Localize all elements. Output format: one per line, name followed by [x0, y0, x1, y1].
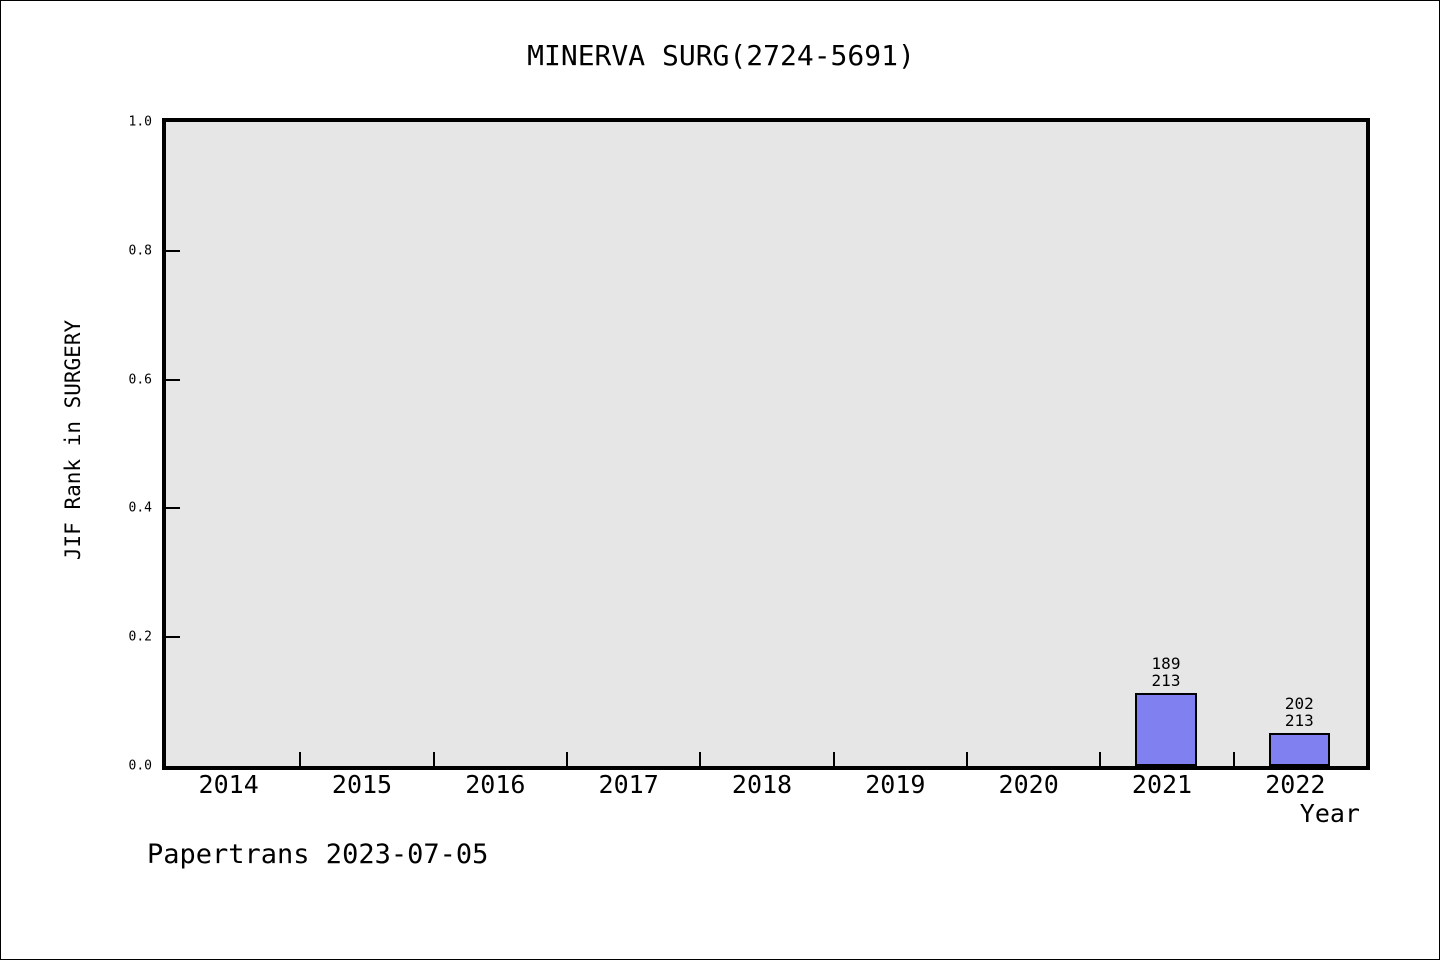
bar-value-label-line: 202 — [1284, 693, 1314, 713]
x-axis-tick-label: 2016 — [465, 770, 526, 799]
y-axis-tick-mark — [166, 507, 180, 510]
chart-title: MINERVA SURG(2724-5691) — [527, 39, 915, 72]
y-axis-tick-label: 0.2 — [128, 629, 152, 645]
plot-area: 0.0 0.2 0.4 0.6 0.8 1.0 189 213 202 213 — [129, 115, 1370, 774]
bar-value-label-line: 213 — [1151, 671, 1181, 691]
x-axis-tick-mark — [1232, 752, 1235, 766]
x-axis-tick-mark — [832, 752, 835, 766]
x-axis-tick-label: 2022 — [1265, 770, 1326, 799]
x-axis-tick-label: 2015 — [331, 770, 393, 799]
y-axis-tick-mark — [166, 249, 180, 252]
x-axis-label: Year — [1299, 799, 1360, 828]
x-axis-tick-mark — [966, 752, 968, 766]
y-axis-tick-label: 0.4 — [128, 500, 152, 516]
y-axis-tick-label: 0.0 — [128, 758, 152, 774]
x-axis-tick-label: 2017 — [598, 770, 659, 799]
x-axis-tick-mark — [699, 752, 702, 766]
y-axis-label-text: JIF Rank in SURGERY — [61, 319, 85, 561]
footer-note: Papertrans 2023-07-05 — [147, 839, 489, 870]
bar[interactable] — [1135, 693, 1197, 766]
y-axis-tick-label: 0.8 — [128, 243, 152, 259]
x-axis-tick-mark — [566, 752, 568, 766]
x-axis-tick-mark — [432, 752, 435, 766]
bar-value-label-line: 213 — [1284, 710, 1314, 730]
bar-value-label: 202 213 — [1285, 695, 1314, 729]
bar[interactable] — [1268, 732, 1330, 766]
y-axis-tick-mark — [166, 636, 180, 639]
x-axis-tick-mark — [1099, 752, 1102, 766]
y-axis-label: JIF Rank in SURGERY — [58, 118, 88, 762]
y-axis-tick-mark — [166, 378, 180, 381]
x-axis-tick-label: 2020 — [998, 770, 1059, 799]
x-axis-tick-label: 2018 — [731, 770, 793, 799]
x-axis-tick-label: 2021 — [1131, 770, 1193, 799]
bar-value-label: 189 213 — [1152, 655, 1181, 689]
x-axis-tick-label: 2019 — [865, 770, 926, 799]
bar-value-label-line: 189 — [1151, 654, 1181, 674]
y-axis-tick-label: 0.6 — [128, 372, 152, 388]
y-axis-tick-label: 1.0 — [128, 114, 152, 130]
x-axis-tick-mark — [299, 752, 302, 766]
x-axis-tick-label: 2014 — [198, 770, 259, 799]
plot-inner: 0.0 0.2 0.4 0.6 0.8 1.0 189 213 202 213 — [129, 115, 1366, 774]
